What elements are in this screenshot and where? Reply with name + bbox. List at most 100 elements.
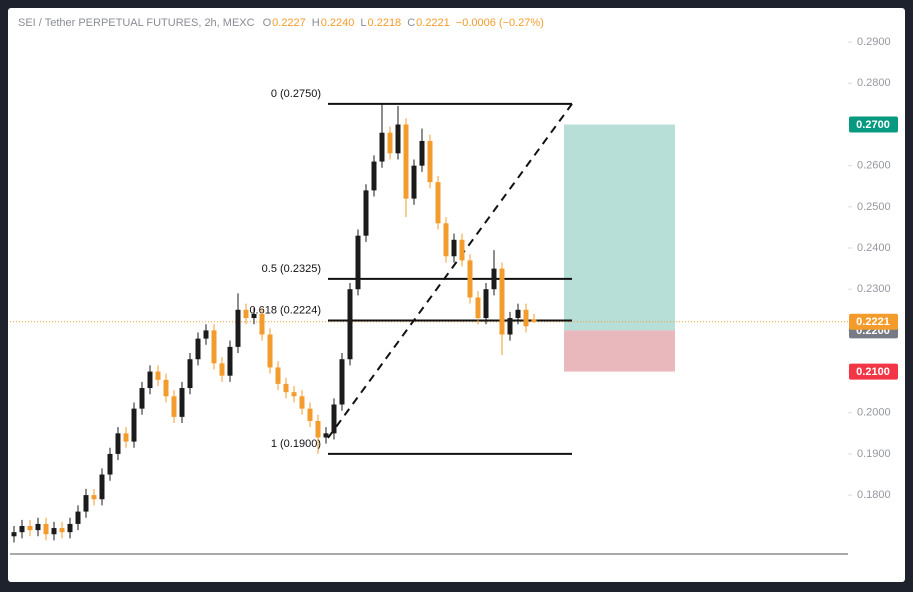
candle-body: [427, 140, 433, 183]
candle-body: [475, 297, 481, 319]
candle-body: [107, 453, 113, 475]
ohlc-value: 0.2221: [416, 17, 450, 29]
candle-body: [531, 319, 537, 322]
candle-body: [307, 408, 313, 421]
candle-body: [67, 523, 73, 533]
candle-body: [91, 495, 97, 500]
y-tick-label: 0.2000: [857, 407, 891, 419]
candle-body: [19, 525, 25, 533]
candle-body: [187, 359, 193, 389]
candle-body: [139, 388, 145, 409]
candle-body: [75, 511, 81, 524]
fib-label: 0.618 (0.2224): [249, 304, 321, 316]
candle-body: [499, 268, 505, 335]
candle-body: [467, 260, 473, 298]
candle-body: [515, 309, 521, 319]
candle-body: [387, 132, 393, 154]
candle-body: [403, 124, 409, 199]
stop-badge: [849, 363, 898, 380]
target-badge-label: 0.2700: [856, 119, 890, 131]
candle-body: [27, 525, 33, 531]
candle-body: [11, 532, 17, 537]
fib-label: 0.5 (0.2325): [262, 263, 321, 275]
ohlc-key: L: [360, 17, 366, 29]
candle-body: [251, 313, 257, 319]
candle-body: [275, 367, 281, 384]
candle-body: [379, 132, 385, 162]
y-tick-label: 0.2600: [857, 160, 891, 172]
candle-body: [131, 408, 137, 442]
target-badge: [849, 116, 898, 133]
candle-body: [315, 420, 321, 438]
candle-body: [179, 388, 185, 417]
candle-body: [99, 474, 105, 500]
candle-body: [323, 433, 329, 438]
y-tick-label: 0.2300: [857, 283, 891, 295]
y-tick-label: 0.1900: [857, 448, 891, 460]
candle-body: [83, 495, 89, 512]
candle-body: [331, 404, 337, 434]
candle-body: [35, 523, 41, 531]
ohlc-key: O: [263, 17, 272, 29]
candle-body: [123, 433, 129, 442]
last-price-badge-label: 0.2221: [856, 316, 890, 328]
stop-badge-label: 0.2100: [856, 366, 890, 378]
symbol-title: SEI / Tether PERPETUAL FUTURES, 2h, MEXC: [18, 17, 255, 29]
candle-body: [459, 239, 465, 261]
header: SEI / Tether PERPETUAL FUTURES, 2h, MEXC: [18, 17, 255, 29]
last-price-badge: [849, 313, 898, 330]
candle-body: [419, 140, 425, 166]
candle-body: [51, 528, 57, 535]
candle-body: [507, 318, 513, 335]
candle-body: [227, 346, 233, 376]
candle-body: [43, 523, 49, 535]
candle-body: [347, 289, 353, 360]
candle-body: [371, 161, 377, 191]
candle-body: [339, 359, 345, 405]
ohlc-key: H: [312, 17, 320, 29]
candle-body: [283, 383, 289, 393]
ohlc-value: 0.2218: [368, 17, 402, 29]
candle-body: [155, 371, 161, 380]
candle-body: [491, 268, 497, 290]
candle-body: [211, 330, 217, 364]
candle-body: [291, 392, 297, 397]
y-tick-label: 0.2500: [857, 201, 891, 213]
candle-body: [411, 165, 417, 199]
candle-body: [243, 309, 249, 319]
candle-body: [267, 334, 273, 368]
profit-zone: [564, 124, 675, 331]
chart-panel: [8, 8, 905, 582]
loss-zone: [564, 330, 675, 372]
candle-body: [195, 338, 201, 360]
change-value: −0.0006 (−0.27%): [456, 17, 544, 29]
y-tick-label: 0.1800: [857, 489, 891, 501]
candle-body: [235, 309, 241, 347]
fib-label: 1 (0.1900): [271, 438, 321, 450]
candle-body: [59, 528, 65, 533]
candle-body: [443, 223, 449, 257]
candle-body: [451, 239, 457, 257]
candle-body: [363, 190, 369, 236]
candle-body: [171, 396, 177, 417]
fib-label: 0 (0.2750): [271, 88, 321, 100]
y-tick-label: 0.2800: [857, 77, 891, 89]
candle-body: [523, 309, 529, 327]
ohlc-value: 0.2240: [321, 17, 355, 29]
candle-body: [299, 396, 305, 409]
candle-body: [395, 124, 401, 154]
candle-body: [355, 235, 361, 290]
candle-body: [435, 182, 441, 224]
ohlc-value: 0.2227: [272, 17, 306, 29]
candle-body: [219, 363, 225, 376]
candle-body: [203, 330, 209, 339]
candle-body: [147, 371, 153, 389]
candle-body: [163, 379, 169, 397]
y-tick-label: 0.2400: [857, 242, 891, 254]
candle-body: [115, 433, 121, 454]
ohlc-key: C: [407, 17, 415, 29]
candle-body: [483, 289, 489, 319]
y-tick-label: 0.2900: [857, 36, 891, 48]
candle-body: [259, 313, 265, 335]
